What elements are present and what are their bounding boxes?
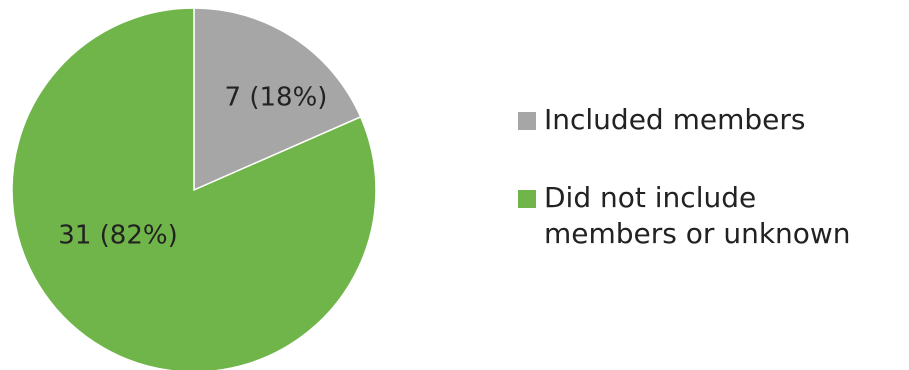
data-label-included-members: 7 (18%)	[225, 83, 328, 113]
legend-swatch-did-not-include	[518, 190, 536, 208]
legend-label-did-not-include-line-2: members or unknown	[544, 217, 851, 250]
legend-swatch-included-members	[518, 112, 536, 130]
pie-slice-did-not-include	[11, 7, 377, 370]
pie-slices	[11, 7, 377, 370]
legend-label-did-not-include-line-1: Did not include	[544, 181, 757, 214]
pie-data-labels: 7 (18%) 31 (82%)	[58, 83, 327, 251]
pie-slice-included-members	[193, 7, 362, 192]
legend-label-included-members: Included members	[544, 103, 806, 136]
legend-item-included-members: Included members	[518, 102, 908, 138]
data-label-did-not-include: 31 (82%)	[58, 221, 177, 251]
pie-chart: 7 (18%) 31 (82%)	[11, 7, 377, 370]
legend-item-did-not-include: Did not include members or unknown	[518, 180, 908, 252]
legend: Included members Did not include members…	[518, 102, 908, 252]
